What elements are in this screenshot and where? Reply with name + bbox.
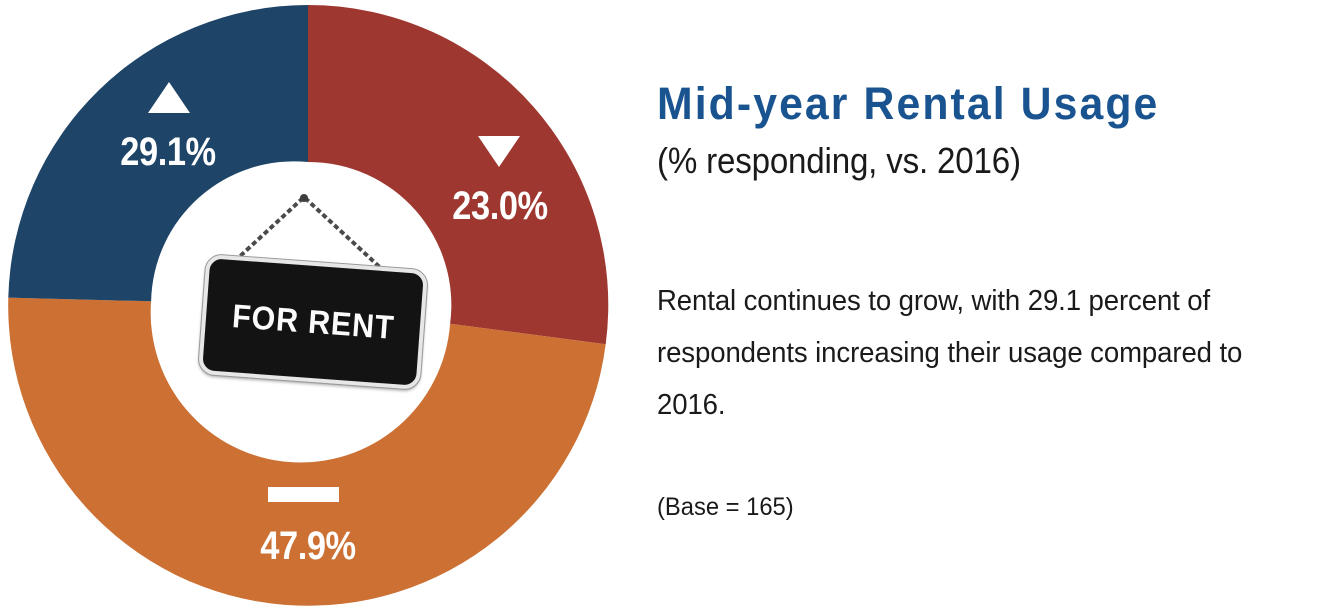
increase-triangle-up-icon xyxy=(148,82,190,113)
body-copy: Rental continues to grow, with 29.1 perc… xyxy=(657,285,1243,421)
segment-label-nochange: 47.9% xyxy=(260,524,356,568)
donut-segment-decrease[interactable] xyxy=(308,4,609,345)
sign-label: FOR RENT xyxy=(230,297,396,346)
donut-chart: 29.1% 23.0% 47.9% FOR RENT xyxy=(0,0,640,612)
for-rent-sign: FOR RENT xyxy=(150,185,470,395)
base-note: (Base = 165) xyxy=(657,493,794,521)
page-subtitle: (% responding, vs. 2016) xyxy=(657,140,1021,181)
segment-label-increase: 29.1% xyxy=(120,130,216,174)
text-panel: Mid-year Rental Usage (% responding, vs.… xyxy=(655,0,1325,612)
page-title: Mid-year Rental Usage xyxy=(657,78,1160,129)
donut-chart-svg xyxy=(8,4,609,606)
decrease-triangle-down-icon xyxy=(478,136,520,167)
donut-segment-nochange[interactable] xyxy=(8,297,606,606)
sign-plate: FOR RENT xyxy=(196,252,430,392)
segment-label-decrease: 23.0% xyxy=(452,184,548,228)
nochange-horizontal-bar-icon xyxy=(268,487,339,502)
donut-segment-increase[interactable] xyxy=(8,5,309,302)
